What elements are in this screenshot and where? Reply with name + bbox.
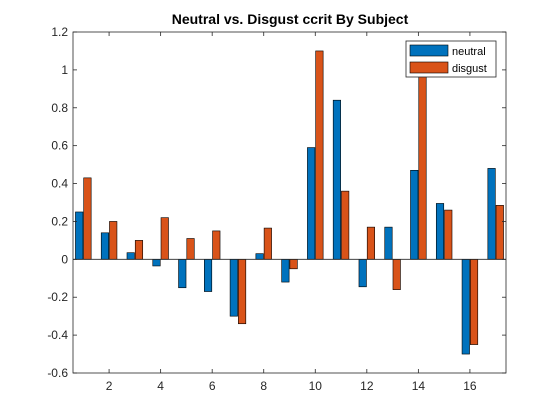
axes-box (72, 31, 507, 374)
bar-disgust-16 (470, 259, 479, 345)
bars-group (75, 41, 504, 355)
legend-label-neutral: neutral (452, 46, 486, 58)
bar-neutral-11 (332, 99, 341, 260)
bar-disgust-1 (83, 177, 92, 260)
legend: neutral disgust (405, 40, 497, 78)
bar-disgust-13 (392, 259, 401, 290)
bar-neutral-4 (152, 259, 161, 267)
bar-disgust-15 (444, 209, 453, 260)
bar-neutral-17 (487, 168, 496, 260)
bar-disgust-7 (238, 259, 247, 325)
y-tick-label: 1.2 (51, 25, 68, 39)
bar-disgust-2 (109, 221, 118, 260)
bar-neutral-1 (75, 211, 84, 260)
legend-swatch-neutral (409, 44, 449, 57)
bar-neutral-10 (307, 147, 316, 260)
legend-label-disgust: disgust (452, 63, 487, 75)
y-tick-label: 0.8 (51, 101, 68, 115)
bar-neutral-12 (358, 259, 367, 288)
x-tick-label: 6 (209, 379, 216, 393)
bar-disgust-8 (263, 227, 272, 260)
bar-disgust-4 (160, 217, 169, 260)
bar-neutral-2 (100, 232, 109, 260)
x-tick-label: 4 (157, 379, 164, 393)
bar-disgust-5 (186, 238, 195, 260)
bar-disgust-9 (289, 259, 298, 270)
x-tick-label: 10 (309, 379, 323, 393)
bar-neutral-8 (255, 253, 264, 260)
bar-disgust-12 (366, 226, 375, 260)
bar-neutral-7 (229, 259, 238, 317)
bar-neutral-5 (178, 259, 187, 289)
bar-disgust-17 (495, 205, 504, 260)
y-tick-label: -0.6 (47, 366, 68, 380)
legend-swatch-disgust (409, 61, 449, 74)
y-tick-label: -0.4 (47, 328, 68, 342)
bar-neutral-16 (461, 259, 470, 355)
y-tick-label: 1 (61, 63, 68, 77)
chart-title: Neutral vs. Disgust ccrit By Subject (172, 11, 409, 27)
x-tick-label: 2 (106, 379, 113, 393)
x-tick-label: 14 (412, 379, 426, 393)
x-tick-label: 12 (360, 379, 374, 393)
bar-neutral-13 (384, 226, 393, 260)
bar-disgust-3 (134, 240, 144, 260)
bar-neutral-14 (410, 169, 419, 260)
y-tick-label: 0.2 (51, 214, 68, 228)
bar-disgust-11 (341, 190, 350, 260)
bar-disgust-6 (212, 230, 221, 260)
bar-neutral-3 (126, 252, 135, 260)
x-tick-label: 16 (463, 379, 477, 393)
y-tick-label: -0.2 (47, 290, 68, 304)
y-tick-label: 0.6 (51, 139, 68, 153)
y-tick-label: 0 (61, 252, 68, 266)
bar-neutral-6 (204, 259, 213, 292)
y-axis: -0.6 -0.4 -0.2 0 0.2 0.4 0.6 0.8 1 1.2 (47, 25, 506, 380)
x-axis: 2 4 6 8 10 12 14 16 (106, 32, 477, 393)
plot-area (73, 32, 506, 373)
bar-disgust-10 (315, 50, 324, 260)
bar-neutral-15 (435, 203, 445, 260)
bar-neutral-9 (281, 259, 290, 283)
x-tick-label: 8 (260, 379, 267, 393)
y-tick-label: 0.4 (51, 177, 68, 191)
